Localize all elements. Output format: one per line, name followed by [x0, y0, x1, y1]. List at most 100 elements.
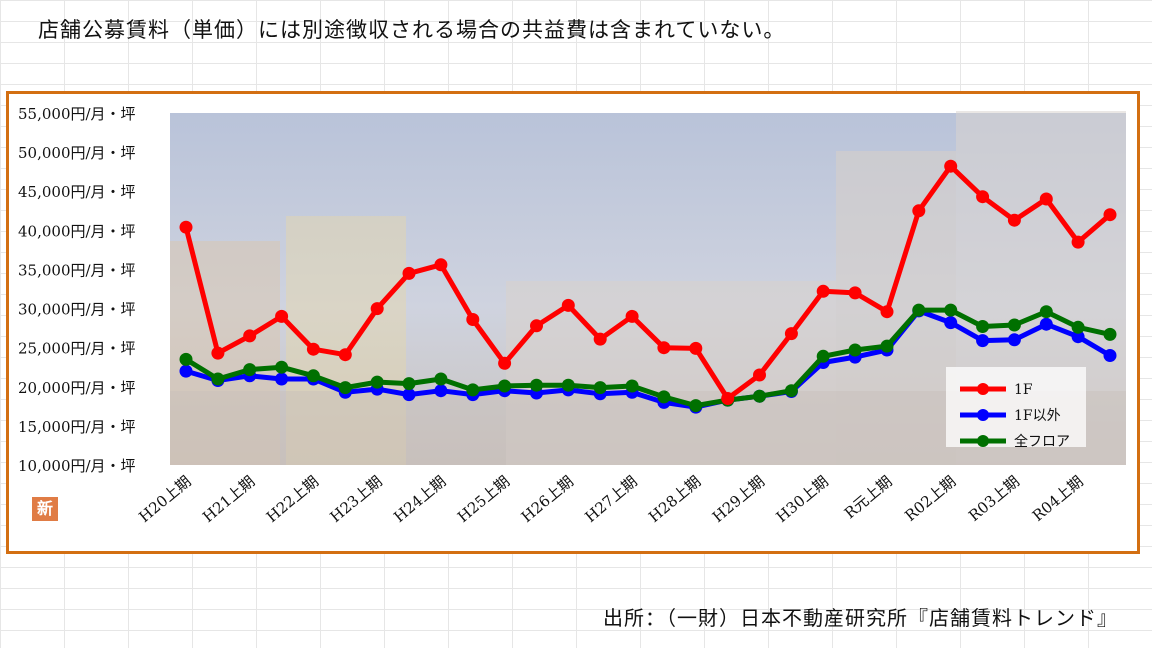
data-point	[944, 159, 958, 173]
x-tick-label: H29上期	[709, 472, 768, 526]
x-tick-label: H24上期	[390, 472, 449, 526]
data-point	[402, 266, 416, 280]
x-tick-label: R02上期	[901, 472, 959, 525]
legend-swatch-marker	[977, 383, 989, 395]
data-point	[1103, 327, 1117, 341]
data-point	[275, 360, 289, 374]
legend-label: 1F	[1014, 382, 1033, 398]
x-tick-label: R元上期	[841, 472, 896, 522]
data-point	[1039, 305, 1053, 319]
x-tick-label: R03上期	[965, 472, 1023, 525]
data-point	[880, 339, 894, 353]
data-point	[370, 375, 384, 389]
x-tick-label: H26上期	[518, 472, 577, 526]
data-point	[944, 303, 958, 317]
data-point	[434, 372, 448, 386]
data-point	[721, 392, 735, 405]
data-point	[561, 378, 575, 392]
data-point	[976, 320, 990, 333]
data-point	[1007, 333, 1021, 347]
legend-label: 全フロア	[1014, 433, 1070, 450]
x-tick-label: H30上期	[773, 472, 832, 526]
y-tick-label: 15,000円/月・坪	[18, 418, 136, 436]
data-point	[625, 309, 639, 323]
data-point	[402, 377, 416, 391]
data-point	[784, 327, 798, 341]
y-tick-label: 25,000円/月・坪	[18, 340, 136, 358]
data-point	[179, 220, 193, 234]
data-point	[657, 341, 671, 355]
data-point	[530, 319, 543, 333]
y-tick-label: 10,000円/月・坪	[18, 457, 136, 475]
data-point	[689, 399, 703, 413]
data-point	[306, 342, 320, 356]
y-tick-label: 50,000円/月・坪	[18, 144, 136, 162]
x-tick-label: H20上期	[135, 472, 194, 526]
data-point	[466, 313, 480, 326]
data-point	[1071, 235, 1085, 249]
data-point	[338, 348, 352, 362]
data-point	[593, 332, 607, 346]
data-point	[338, 381, 352, 395]
y-tick-label: 45,000円/月・坪	[18, 183, 136, 201]
data-point	[561, 298, 575, 312]
x-tick-label: H28上期	[645, 472, 704, 526]
data-point	[530, 378, 543, 392]
x-tick-label: H22上期	[263, 472, 322, 526]
data-point	[370, 302, 384, 316]
data-point	[1007, 318, 1021, 332]
y-tick-label: 35,000円/月・坪	[18, 261, 136, 279]
data-point	[1071, 320, 1085, 334]
series-2	[179, 303, 1117, 413]
data-point	[976, 190, 990, 204]
line-chart: 55,000円/月・坪 50,000円/月・坪 45,000円/月・坪 40,000円…	[18, 105, 1126, 526]
data-point	[593, 381, 607, 395]
legend-box	[946, 367, 1086, 447]
data-point	[944, 316, 958, 330]
data-point	[434, 258, 448, 272]
data-point	[211, 372, 225, 386]
data-point	[880, 305, 894, 319]
data-point	[179, 364, 193, 378]
x-tick-label: H27上期	[581, 472, 640, 526]
x-tick-label: H25上期	[454, 472, 513, 526]
data-point	[784, 384, 798, 398]
data-point	[816, 349, 830, 363]
data-point	[179, 352, 193, 366]
legend-swatch-marker	[977, 409, 989, 421]
data-point	[912, 303, 926, 317]
y-axis: 55,000円/月・坪 50,000円/月・坪 45,000円/月・坪 40,000円…	[18, 105, 136, 475]
data-point	[498, 356, 512, 370]
x-tick-label: R04上期	[1029, 472, 1087, 525]
data-point	[816, 284, 830, 298]
data-point	[689, 341, 703, 355]
x-axis: H20上期 H21上期 H22上期 H23上期 H24上期 H25上期 H26上期 H27上期…	[135, 472, 1086, 526]
data-point	[753, 389, 766, 403]
data-point	[402, 388, 416, 402]
data-point	[1103, 208, 1117, 222]
y-tick-label: 20,000円/月・坪	[18, 379, 136, 397]
data-point	[848, 343, 862, 357]
data-point	[976, 334, 990, 348]
x-tick-label: H23上期	[327, 472, 386, 526]
data-point	[1103, 349, 1117, 362]
x-tick-label: H21上期	[199, 472, 258, 526]
data-point	[434, 384, 448, 398]
y-tick-label: 30,000円/月・坪	[18, 301, 136, 319]
y-tick-label: 40,000円/月・坪	[18, 222, 136, 240]
data-point	[1071, 330, 1085, 344]
data-point	[498, 379, 512, 393]
data-point	[275, 372, 289, 386]
data-point	[625, 379, 639, 393]
y-tick-label: 55,000円/月・坪	[18, 105, 136, 123]
data-point	[211, 346, 225, 360]
new-badge: 新	[32, 497, 58, 521]
data-point	[848, 286, 862, 300]
data-point	[466, 383, 480, 397]
data-point	[912, 204, 926, 218]
data-point	[657, 390, 671, 404]
data-point	[1039, 192, 1053, 206]
series-lines	[179, 159, 1117, 414]
data-point	[306, 369, 320, 383]
